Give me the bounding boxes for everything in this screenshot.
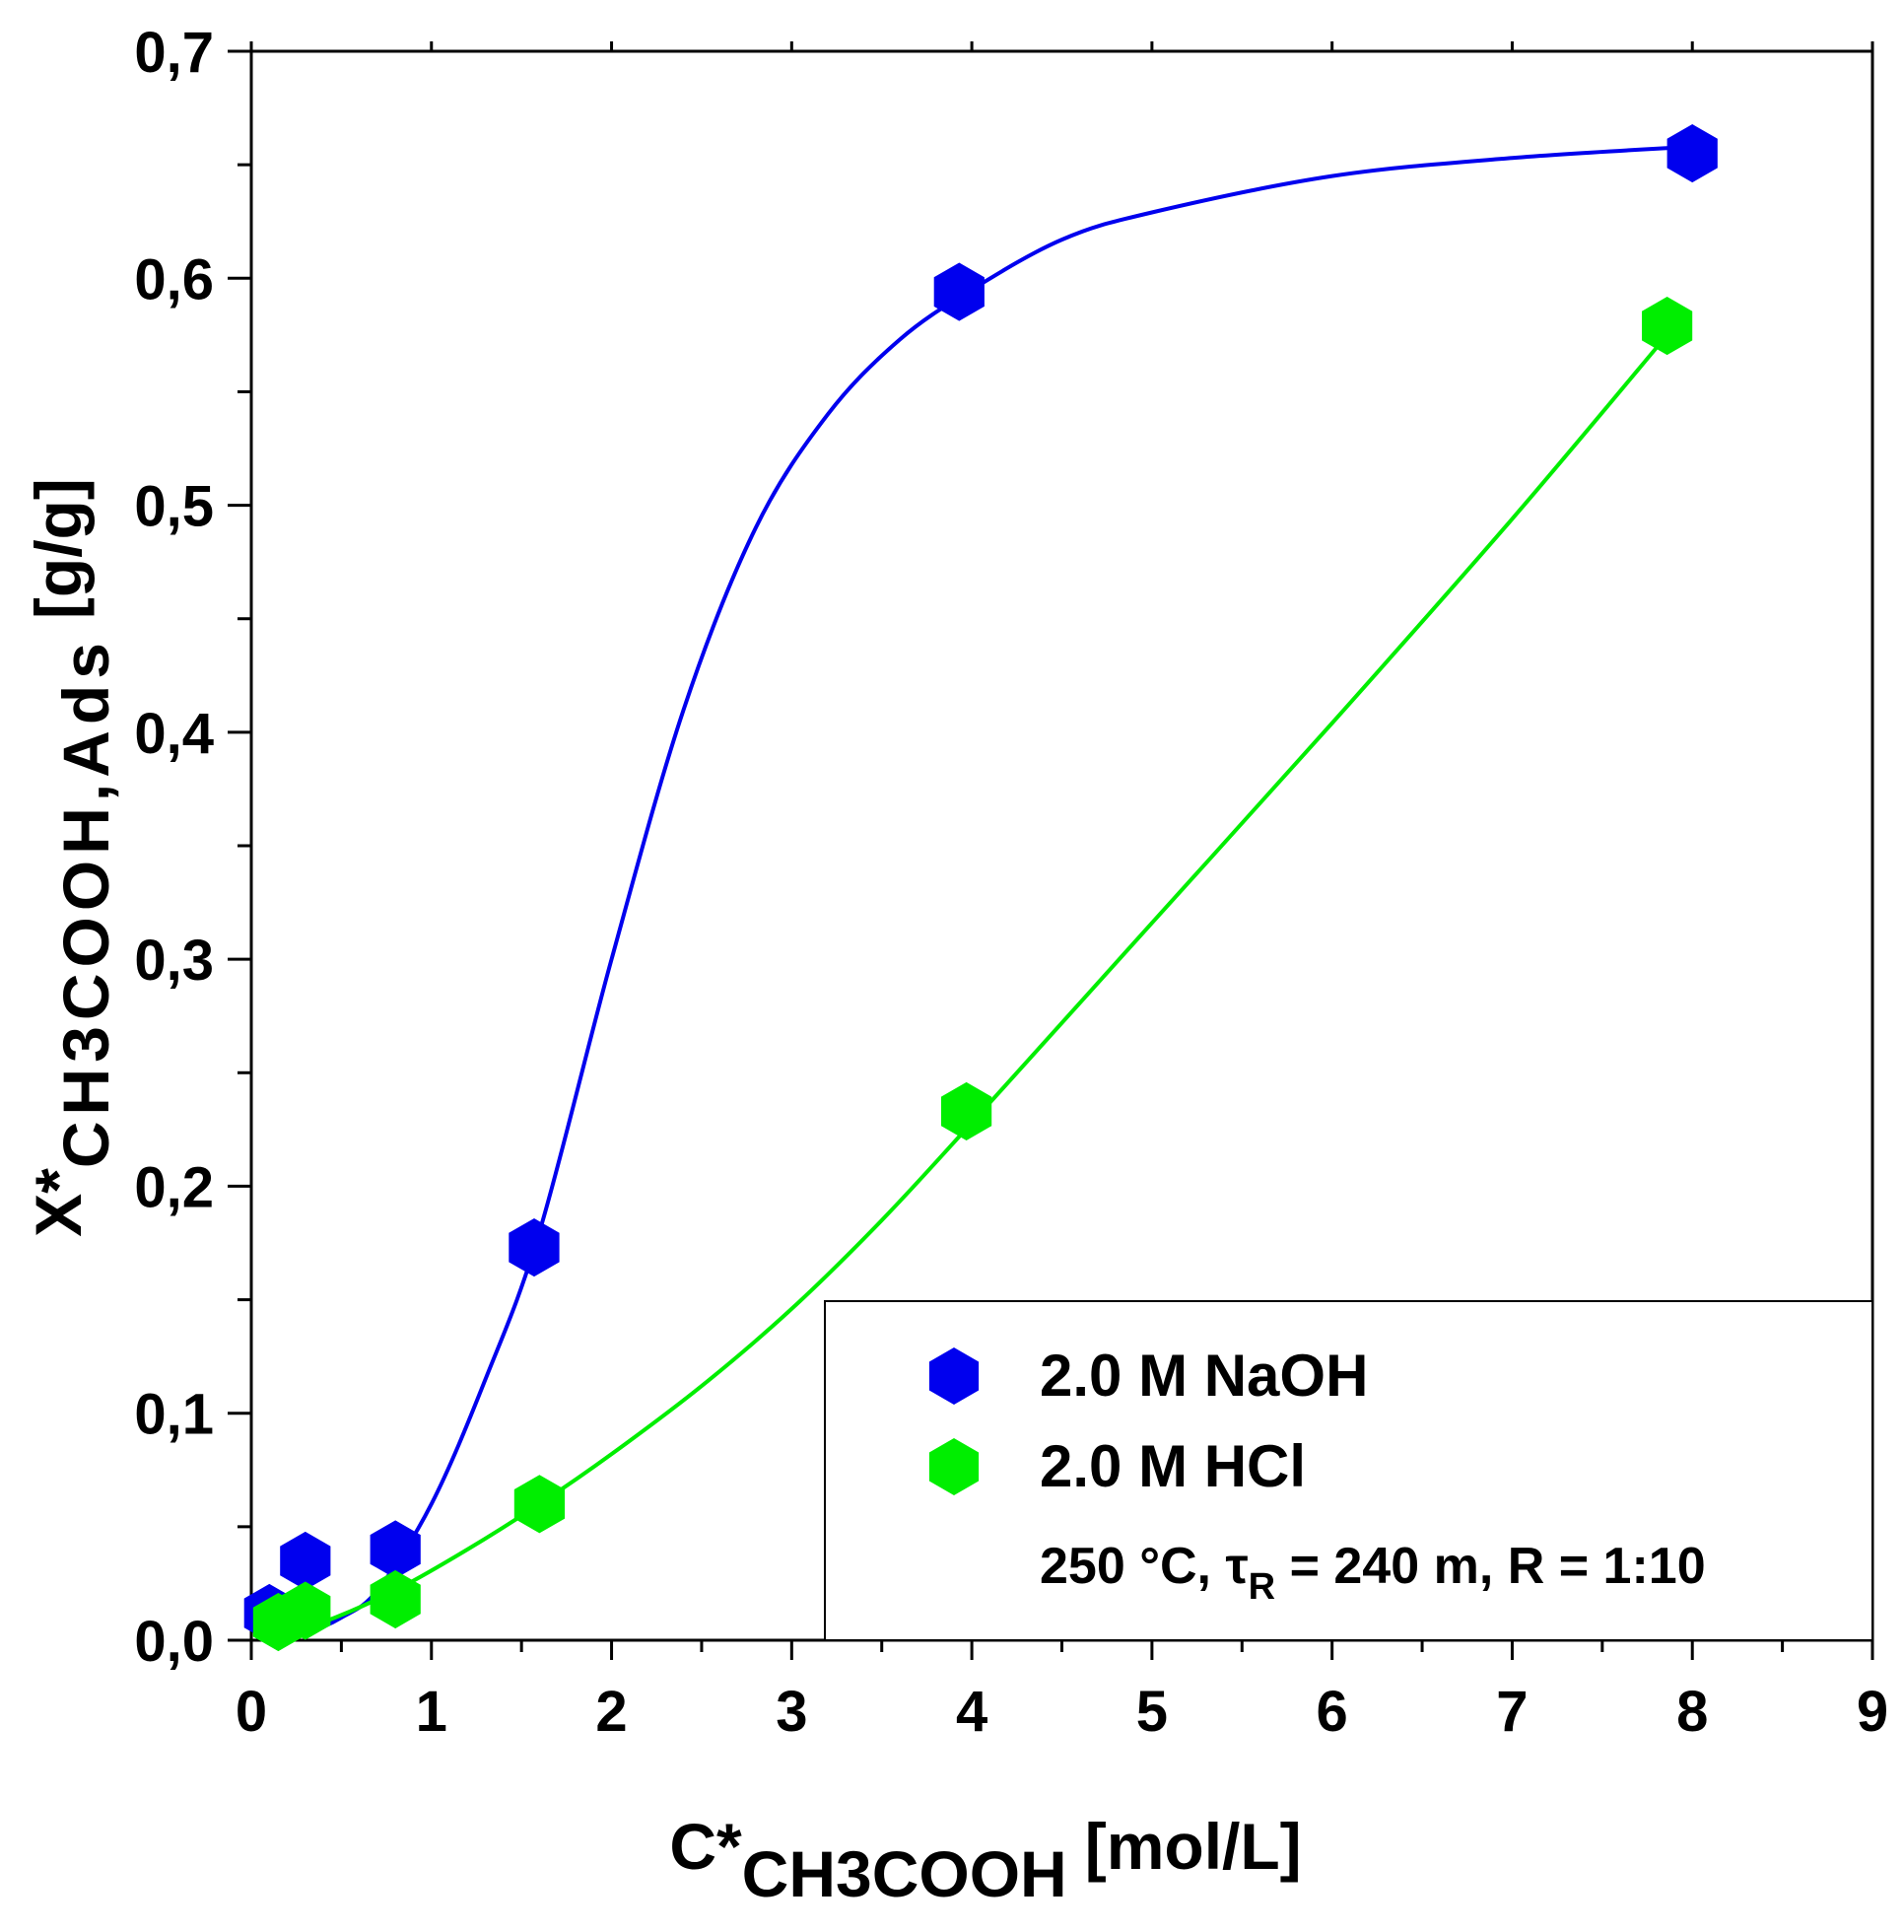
y-tick-label: 0,6	[134, 247, 214, 311]
y-tick-label: 0,1	[134, 1383, 214, 1447]
data-point-hcl	[941, 1081, 992, 1140]
legend: 2.0 M NaOH 2.0 M HCl 250 °C, τR = 240 m,…	[824, 1300, 1873, 1641]
y-axis-title: X*CH3COOH,Ads [g/g]	[22, 478, 122, 1237]
y-tick-label: 0,7	[134, 21, 214, 85]
ticks	[228, 41, 1874, 1660]
data-point-naoh	[280, 1531, 331, 1590]
x-axis-title-main: C*	[669, 1810, 742, 1883]
annotation-tau-sub: R	[1249, 1566, 1275, 1608]
y-tick-label: 0,2	[134, 1155, 214, 1219]
x-tick-label: 4	[956, 1680, 987, 1744]
y-tick-label: 0,5	[134, 475, 214, 539]
tick-labels: 0 1 2 3 4 5 6 7 8 9 0,0 0,1 0,2 0,3 0,4 0,5 0,6 0,7	[134, 21, 1888, 1744]
legend-marker-naoh	[928, 1347, 980, 1405]
legend-box	[824, 1300, 1873, 1641]
y-tick-label: 0,0	[134, 1610, 214, 1674]
x-tick-label: 7	[1496, 1680, 1528, 1744]
y-axis-title-sub: CH3COOH,Ads	[49, 637, 122, 1168]
data-point-hcl	[1642, 297, 1693, 356]
x-tick-label: 0	[236, 1680, 267, 1744]
data-point-naoh	[933, 262, 985, 321]
y-axis-title-unit: [g/g]	[22, 478, 95, 619]
x-tick-label: 5	[1136, 1680, 1168, 1744]
fit-curve-naoh	[268, 144, 1693, 1642]
x-axis-title-sub: CH3COOH	[742, 1837, 1067, 1910]
annotation-suffix: = 240 m, R = 1:10	[1275, 1538, 1706, 1595]
data-point-naoh	[370, 1520, 421, 1579]
data-point-hcl	[370, 1569, 421, 1629]
x-tick-label: 2	[595, 1680, 627, 1744]
fit-curves	[268, 144, 1693, 1642]
data-point-naoh	[509, 1218, 560, 1277]
conditions-annotation: 250 °C, τR = 240 m, R = 1:10	[1040, 1538, 1706, 1608]
x-axis-title-unit: [mol/L]	[1085, 1810, 1302, 1883]
data-markers	[243, 124, 1718, 1652]
data-point-hcl	[280, 1581, 331, 1640]
y-tick-label: 0,3	[134, 929, 214, 993]
x-tick-label: 6	[1317, 1680, 1348, 1744]
x-tick-label: 3	[776, 1680, 807, 1744]
annotation-prefix: 250 °C,	[1040, 1538, 1225, 1595]
x-tick-label: 9	[1857, 1680, 1888, 1744]
y-axis-title-main: X*	[22, 1168, 95, 1237]
y-tick-label: 0,4	[134, 702, 214, 766]
x-axis-title: C*CH3COOH [mol/L]	[669, 1810, 1301, 1910]
legend-marker-hcl	[928, 1438, 980, 1495]
x-tick-label: 1	[416, 1680, 447, 1744]
data-point-hcl	[513, 1475, 566, 1534]
annotation-tau: τ	[1225, 1538, 1248, 1595]
legend-label-naoh: 2.0 M NaOH	[1040, 1343, 1368, 1409]
legend-markers	[928, 1347, 980, 1495]
legend-label-hcl: 2.0 M HCl	[1040, 1433, 1306, 1499]
fit-curve-hcl	[277, 333, 1669, 1636]
data-point-naoh	[1666, 124, 1718, 183]
x-tick-label: 8	[1676, 1680, 1708, 1744]
